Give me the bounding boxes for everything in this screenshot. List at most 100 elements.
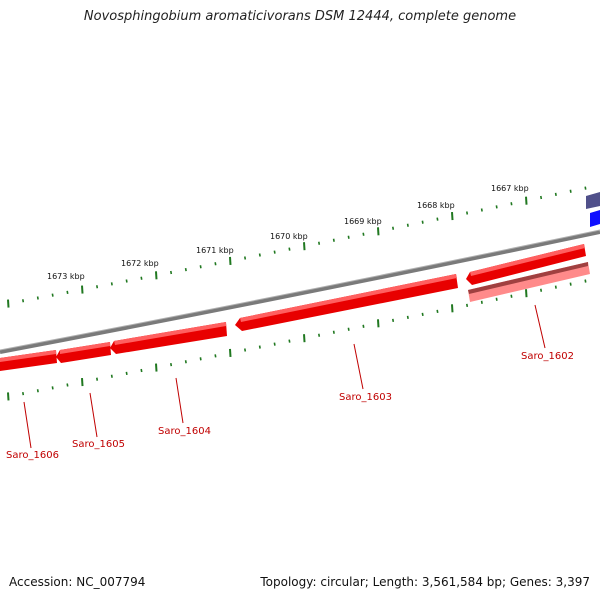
gene-saro-1604-shine [114, 322, 226, 345]
outer-ruler-minor-tick [184, 267, 187, 272]
inner-ruler-major-tick [81, 378, 84, 387]
outer-ruler-major-tick [229, 256, 232, 265]
inner-ruler-major-tick [229, 348, 232, 358]
inner-ruler-minor-tick [318, 333, 321, 337]
outer-ruler-minor-tick [318, 241, 321, 245]
gene-saro-1602[interactable] [468, 262, 588, 294]
gene-saro-1603-shine [240, 274, 457, 322]
inner-ruler-minor-tick [347, 327, 350, 331]
gene-label-saro-1605[interactable]: Saro_1605 [72, 439, 125, 450]
gene-saro-1605-shine [60, 342, 110, 354]
genome-title: Novosphingobium aromaticivorans DSM 1244… [83, 9, 517, 24]
outer-ruler-minor-tick [421, 220, 424, 224]
inner-ruler-minor-tick [421, 312, 424, 316]
inner-ruler-minor-tick [466, 303, 469, 307]
outer-ruler-major-tick [451, 212, 454, 221]
inner-ruler-minor-tick [140, 368, 143, 373]
inner-ruler-minor-tick [332, 330, 335, 334]
ruler-label-1668: 1668 kbp [417, 201, 455, 210]
outer-ruler-minor-tick [66, 290, 69, 294]
outer-ruler-minor-tick [406, 223, 409, 227]
callout-saro-1604 [175, 377, 184, 424]
callout-saro-1605 [89, 392, 98, 438]
ruler-label-1671: 1671 kbp [196, 246, 234, 255]
outer-ruler-major-tick [525, 196, 528, 205]
outer-ruler-minor-tick [170, 270, 173, 275]
inner-ruler-minor-tick [554, 285, 557, 289]
inner-ruler-minor-tick [406, 315, 409, 319]
outer-ruler-minor-tick [214, 262, 217, 266]
inner-ruler-minor-tick [66, 383, 69, 387]
blue-feature[interactable] [590, 210, 600, 227]
gene-label-saro-1606[interactable]: Saro_1606 [6, 450, 59, 461]
inner-ruler-minor-tick [480, 300, 483, 304]
inner-ruler-minor-tick [199, 357, 202, 361]
ruler-label-1670: 1670 kbp [270, 232, 308, 241]
outer-ruler-minor-tick [480, 208, 483, 212]
outer-ruler [7, 186, 587, 308]
inner-ruler-minor-tick [36, 389, 39, 393]
inner-ruler-major-tick [377, 319, 380, 328]
outer-ruler-minor-tick [51, 293, 54, 297]
outer-ruler-minor-tick [495, 205, 498, 209]
inner-ruler-minor-tick [184, 360, 187, 364]
outer-ruler-minor-tick [584, 186, 587, 190]
gene-forward-right-shine [470, 244, 585, 276]
outer-ruler-minor-tick [392, 226, 395, 230]
inner-ruler-minor-tick [110, 374, 113, 378]
outer-ruler-minor-tick [140, 276, 143, 280]
inner-ruler-minor-tick [22, 391, 25, 396]
ruler-label-1672: 1672 kbp [121, 259, 159, 268]
outer-ruler-minor-tick [125, 279, 128, 283]
outer-ruler-major-tick [303, 242, 306, 251]
outer-ruler-minor-tick [569, 189, 572, 193]
gene-labels: Saro_1606 Saro_1605 Saro_1604 Saro_1603 … [6, 351, 574, 461]
inner-ruler-minor-tick [214, 354, 217, 358]
inner-ruler [7, 279, 587, 401]
outer-ruler-minor-tick [273, 250, 276, 254]
purple-feature[interactable] [586, 192, 600, 209]
inner-ruler-minor-tick [273, 342, 276, 346]
genome-backbone-highlight [0, 229, 600, 351]
outer-ruler-minor-tick [244, 256, 247, 260]
gene-track [0, 244, 590, 371]
inner-ruler-minor-tick [392, 318, 395, 322]
outer-ruler-minor-tick [36, 296, 39, 300]
callout-saro-1606 [23, 401, 32, 449]
inner-ruler-major-tick [451, 304, 454, 313]
inner-ruler-minor-tick [288, 339, 291, 343]
inner-ruler-minor-tick [125, 371, 128, 376]
inner-ruler-minor-tick [258, 345, 261, 349]
inner-ruler-minor-tick [436, 309, 439, 313]
outer-ruler-minor-tick [510, 202, 513, 206]
inner-ruler-minor-tick [569, 282, 572, 286]
outer-ruler-minor-tick [347, 235, 350, 239]
inner-ruler-major-tick [525, 289, 528, 298]
outer-ruler-minor-tick [258, 253, 261, 257]
gene-label-saro-1604[interactable]: Saro_1604 [158, 426, 211, 437]
inner-ruler-major-tick [7, 392, 10, 401]
outer-ruler-minor-tick [362, 232, 365, 236]
genome-summary-text: Topology: circular; Length: 3,561,584 bp… [260, 575, 590, 589]
gene-label-saro-1603[interactable]: Saro_1603 [339, 392, 392, 403]
inner-ruler-minor-tick [362, 324, 365, 328]
ruler-label-1673: 1673 kbp [47, 272, 85, 281]
inner-ruler-minor-tick [584, 279, 587, 283]
inner-ruler-major-tick [155, 363, 158, 372]
accession-text: Accession: NC_007794 [9, 575, 146, 589]
ruler-label-1667: 1667 kbp [491, 184, 529, 193]
outer-ruler-minor-tick [554, 192, 557, 197]
outer-ruler-minor-tick [22, 299, 25, 303]
gene-label-saro-1602[interactable]: Saro_1602 [521, 351, 574, 362]
inner-ruler-minor-tick [170, 363, 173, 367]
outer-ruler-major-tick [81, 285, 84, 294]
outer-ruler-minor-tick [199, 265, 202, 269]
outer-ruler-minor-tick [466, 211, 469, 215]
ruler-labels: 1673 kbp 1672 kbp 1671 kbp 1670 kbp 1669… [47, 184, 529, 281]
inner-ruler-major-tick [303, 334, 306, 343]
inner-ruler-minor-tick [51, 386, 54, 390]
gene-saro-1606-shine [0, 350, 56, 362]
outer-ruler-minor-tick [332, 238, 335, 242]
inner-ruler-minor-tick [495, 297, 498, 301]
